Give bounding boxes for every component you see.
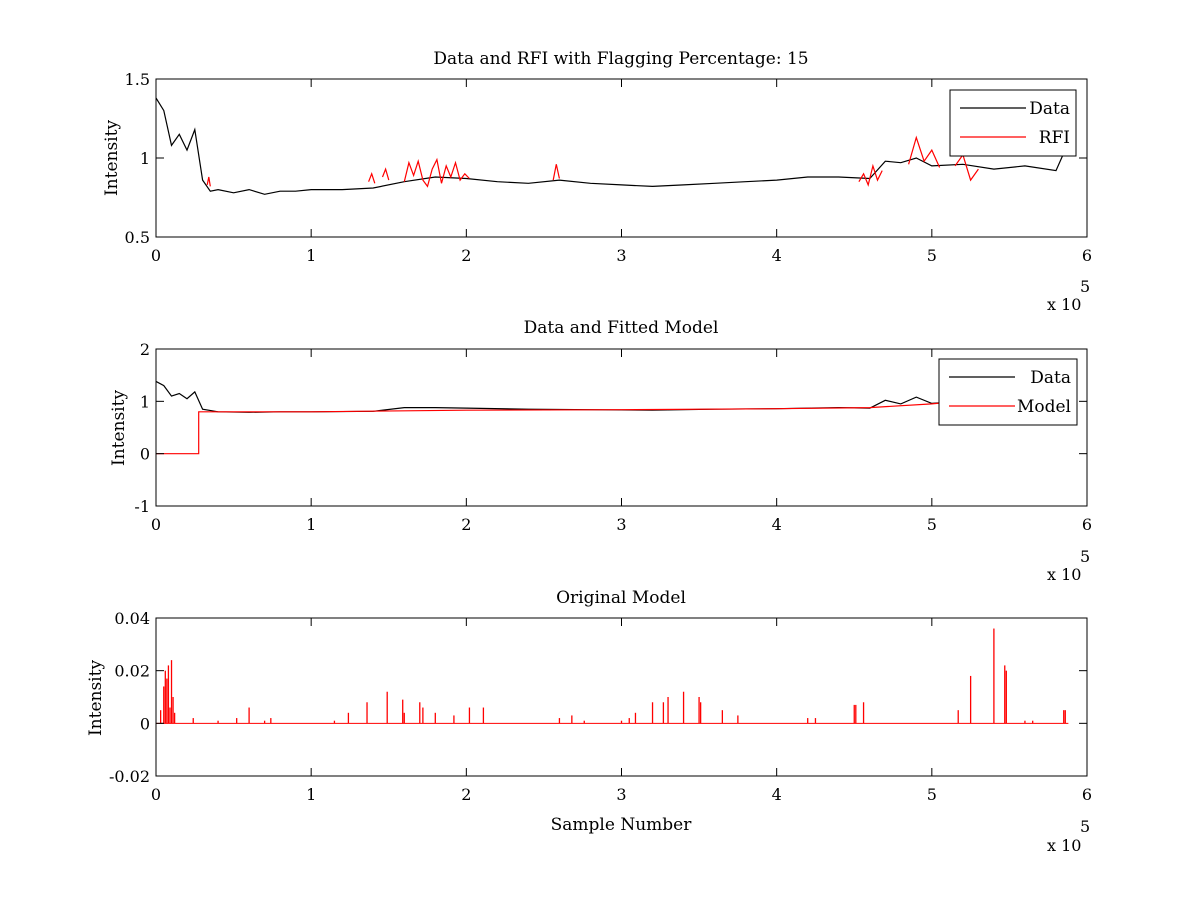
x-tick-label: 1 — [306, 246, 316, 265]
legend-box — [938, 358, 1078, 426]
x-tick-label: 2 — [461, 246, 471, 265]
x-tick-label: 3 — [616, 246, 626, 265]
y-tick-label: 0.5 — [125, 228, 150, 247]
legend-box — [949, 89, 1077, 157]
x-tick-label: 2 — [461, 785, 471, 804]
y-tick-label: 1.5 — [125, 70, 150, 89]
y-tick-label: 2 — [140, 340, 150, 359]
x-tick-label: 1 — [306, 515, 316, 534]
x-tick-label: 5 — [927, 246, 937, 265]
panel-title: Data and Fitted Model — [524, 318, 719, 338]
rfi-segment — [381, 167, 390, 181]
x-multiplier-exponent: 5 — [1080, 277, 1090, 296]
x-tick-label: 4 — [772, 515, 782, 534]
y-tick-label: 1 — [140, 149, 150, 168]
legend: Data RFI — [949, 89, 1077, 157]
x-multiplier-exponent: 5 — [1080, 817, 1090, 836]
x-tick-label: 0 — [151, 246, 161, 265]
x-tick-label: 5 — [927, 515, 937, 534]
rfi-segment — [858, 163, 883, 187]
y-tick-label: 0 — [140, 714, 150, 733]
panel-model-fit: Data and Fitted Model Intensity x 10 5 0… — [109, 318, 1092, 584]
plot-area — [156, 380, 948, 455]
y-tick-label: -1 — [134, 497, 150, 516]
x-tick-label: 6 — [1082, 785, 1092, 804]
model-line — [156, 401, 948, 455]
rfi-segment — [368, 172, 376, 184]
legend: Data Model — [938, 358, 1078, 426]
rfi-segment — [206, 176, 211, 187]
plot-area — [156, 97, 1065, 195]
panel-title: Data and RFI with Flagging Percentage: 1… — [433, 49, 808, 69]
y-axis-label: Intensity — [102, 120, 122, 196]
x-tick-label: 0 — [151, 515, 161, 534]
data-line — [156, 97, 1065, 195]
panel-original-model: Original Model Intensity Sample Number x… — [86, 588, 1092, 855]
x-multiplier-exponent: 5 — [1080, 547, 1090, 566]
rfi-segment — [954, 153, 979, 182]
y-tick-label: 1 — [140, 392, 150, 411]
x-multiplier-base: x 10 — [1047, 836, 1081, 855]
legend-label: RFI — [1039, 128, 1070, 148]
x-tick-label: 0 — [151, 785, 161, 804]
x-tick-label: 3 — [616, 785, 626, 804]
legend-label: Model — [1017, 397, 1071, 417]
plot-area — [156, 628, 1069, 724]
panel-title: Original Model — [556, 588, 686, 608]
rfi-segment — [403, 157, 470, 188]
x-multiplier-base: x 10 — [1047, 295, 1081, 314]
x-tick-label: 4 — [772, 785, 782, 804]
x-tick-label: 1 — [306, 785, 316, 804]
y-axis-label: Intensity — [86, 660, 106, 736]
rfi-segment — [908, 135, 941, 168]
y-tick-label: -0.02 — [109, 767, 150, 786]
x-tick-label: 2 — [461, 515, 471, 534]
data-line — [156, 380, 948, 413]
legend-label: Data — [1029, 99, 1070, 119]
x-tick-label: 5 — [927, 785, 937, 804]
panel-rfi: Data and RFI with Flagging Percentage: 1… — [102, 49, 1092, 314]
x-multiplier-base: x 10 — [1047, 565, 1081, 584]
x-tick-label: 3 — [616, 515, 626, 534]
legend-label: Data — [1030, 368, 1071, 388]
rfi-segment — [552, 164, 560, 181]
y-axis-label: Intensity — [109, 390, 129, 466]
x-tick-label: 4 — [772, 246, 782, 265]
x-tick-label: 6 — [1082, 246, 1092, 265]
y-tick-label: 0.02 — [114, 662, 150, 681]
y-tick-label: 0 — [140, 445, 150, 464]
x-tick-label: 6 — [1082, 515, 1092, 534]
y-tick-label: 0.04 — [114, 609, 150, 628]
x-axis-label: Sample Number — [551, 815, 693, 835]
